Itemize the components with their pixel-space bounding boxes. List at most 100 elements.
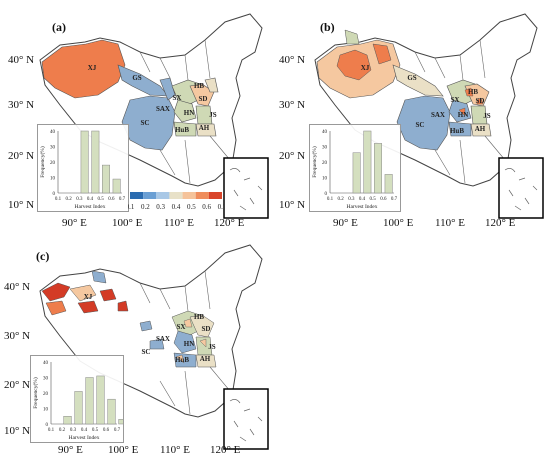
x-tick-label: 0.6 [103, 428, 110, 433]
province-label-hn: HN [184, 109, 195, 117]
lat-label: 20° N [8, 150, 35, 162]
province-label-xj: XJ [361, 64, 370, 72]
y-axis-label: Frequency(%) [311, 146, 318, 178]
lat-label: 30° N [279, 99, 306, 111]
x-tick-label: 0.7 [114, 428, 121, 433]
y-tick-label: 30 [43, 377, 49, 382]
colorbar-segment [156, 192, 170, 199]
histogram-bar [384, 174, 393, 194]
histogram-bar [118, 419, 123, 425]
province-label-sd: SD [476, 97, 485, 105]
x-tick-label: 0.5 [370, 197, 377, 202]
map-c-svg: XJ SX SD HB SAX HN SC HuB JS AH [39, 244, 269, 450]
x-tick-label: 0.7 [119, 197, 126, 202]
lat-label: 30° N [4, 330, 31, 342]
province-label-hub: HuB [175, 126, 189, 134]
province-label-sx: SX [173, 94, 182, 102]
histogram-bar [85, 377, 94, 425]
province-label-hub: HuB [450, 127, 464, 135]
province-label-sc: SC [142, 348, 151, 356]
province-label-ah: AH [200, 355, 211, 363]
y-axis-label: Frequency(%) [39, 146, 46, 178]
province-label-hub: HuB [175, 356, 189, 364]
lon-label: 120° E [485, 217, 516, 229]
histogram-bar [107, 398, 116, 425]
colorbar-tick-label: 0.6 [202, 203, 211, 211]
colorbar-tick-label: 0.5 [187, 203, 196, 211]
histogram-c: 0 10 20 30 40 0.1 0.2 0.3 0.4 0.5 0.6 0.7 Harvest In… [30, 355, 124, 443]
x-tick-label: 0.2 [338, 197, 345, 202]
x-tick-label: 0.4 [359, 197, 366, 202]
y-tick-label: 10 [322, 177, 328, 182]
lon-label: 120° E [210, 444, 241, 456]
panel-label-b: (b) [320, 20, 335, 34]
province-label-sc: SC [141, 119, 150, 127]
histogram-bar [80, 130, 89, 194]
panel-label-a: (a) [52, 20, 66, 34]
lat-label: 40° N [4, 281, 31, 293]
histogram-b: 0 10 20 30 40 0.1 0.2 0.3 0.4 0.5 0.6 0.7 Harvest In… [309, 124, 401, 212]
lon-label: 100° E [383, 217, 414, 229]
x-tick-label: 0.3 [76, 197, 83, 202]
histogram-bar [363, 130, 372, 194]
colorbar-segment [169, 192, 183, 199]
province-label-sax: SAX [431, 111, 445, 119]
y-tick-label: 40 [43, 361, 49, 366]
lon-label: 90° E [62, 217, 87, 229]
y-tick-label: 40 [50, 130, 56, 135]
x-tick-label: 0.4 [87, 197, 94, 202]
colorbar-segment [130, 192, 144, 199]
x-tick-label: 0.2 [59, 428, 66, 433]
province-label-sc: SC [416, 121, 425, 129]
histogram-bar [74, 391, 83, 425]
y-tick-label: 30 [322, 146, 328, 151]
south-china-sea-inset [223, 157, 269, 219]
province-label-gs: GS [407, 74, 416, 82]
colorbar-segment [208, 192, 222, 199]
histogram-bar [96, 375, 105, 425]
colorbar-tick-label: 0.4 [172, 203, 181, 211]
lat-label: 10° N [8, 199, 35, 211]
x-tick-label: 0.3 [70, 428, 77, 433]
lon-label: 110° E [435, 217, 465, 229]
x-tick-label: 0.7 [391, 197, 398, 202]
province-label-xj: XJ [88, 64, 97, 72]
colorbar-tick-label: 0.3 [156, 203, 165, 211]
histogram-bar [63, 416, 72, 425]
province-label-js: JS [209, 111, 217, 119]
province-label-js: JS [483, 112, 491, 120]
y-axis-label: Frequency(%) [32, 377, 39, 409]
province-label-hb: HB [468, 88, 478, 96]
province-label-hn: HN [458, 111, 469, 119]
province-label-ah: AH [199, 124, 210, 132]
x-axis-label: Harvest Index [74, 204, 105, 210]
lat-label: 10° N [279, 199, 306, 211]
province-label-sax: SAX [156, 105, 170, 113]
x-tick-label: 0.1 [55, 197, 62, 202]
y-tick-label: 30 [50, 146, 56, 151]
province-label-sx: SX [177, 323, 186, 331]
province-label-sd: SD [199, 95, 208, 103]
colorbar-tick-label: 0.1 [128, 203, 135, 211]
colorbar-segment [182, 192, 196, 199]
south-china-sea-inset [498, 157, 544, 219]
province-label-xj: XJ [84, 293, 93, 301]
x-tick-label: 0.4 [81, 428, 88, 433]
x-tick-label: 0.6 [380, 197, 387, 202]
map-panel-b: XJ GS HB SX SD SAX HN SC HuB JS AH (b) 40° N 30° N… [275, 0, 550, 231]
lat-label: 20° N [4, 379, 31, 391]
lat-label: 40° N [279, 54, 306, 66]
colorbar: 0.1 0.2 0.3 0.4 0.5 0.6 0.7 [128, 192, 224, 211]
histogram-a: 0 10 20 30 40 0.1 0.2 0.3 0.4 0.5 0.6 0.7 Harvest In… [37, 124, 129, 212]
x-tick-label: 0.5 [98, 197, 105, 202]
histogram-bar [112, 178, 121, 194]
map-panel-a: XJ GS SX SD HB SAX HN SC HuB AH JS (a) 40° N 30° N… [0, 0, 275, 231]
lon-label: 90° E [58, 444, 83, 456]
y-tick-label: 10 [43, 408, 49, 413]
colorbar-tick-label: 0.7 [218, 203, 224, 211]
x-tick-label: 0.2 [66, 197, 73, 202]
province-label-sx: SX [451, 96, 460, 104]
y-tick-label: 0 [46, 423, 49, 428]
lat-label: 10° N [4, 425, 31, 437]
y-tick-label: 20 [43, 392, 49, 397]
